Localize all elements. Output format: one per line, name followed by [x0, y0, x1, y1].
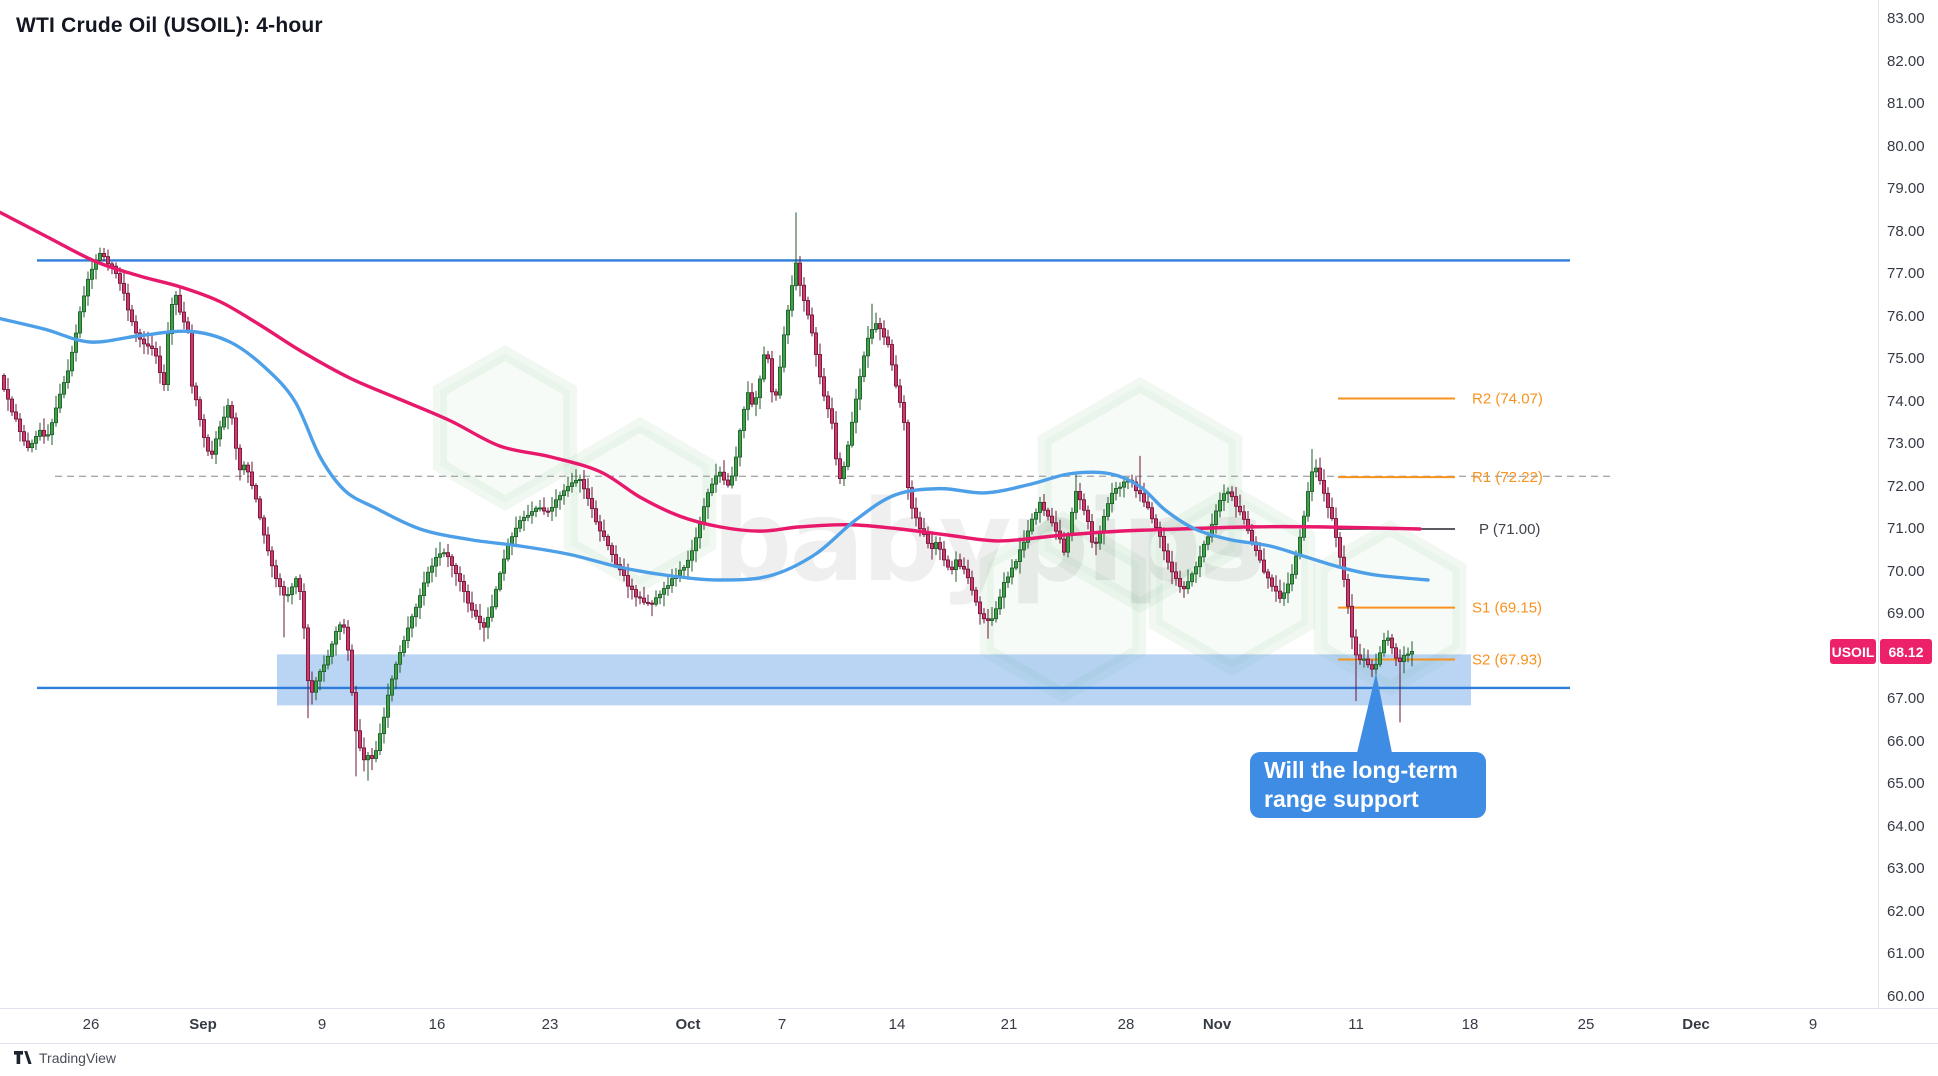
price-tick-label: 82.00 [1887, 52, 1925, 70]
price-tick-label: 83.00 [1887, 10, 1925, 27]
tradingview-label: TradingView [39, 1050, 117, 1066]
pivot-label-p: P (71.00) [1479, 521, 1540, 538]
price-tick-label: 63.00 [1887, 860, 1925, 877]
pivot-label-s1: S1 (69.15) [1472, 600, 1542, 617]
last-price-symbol-tag: USOIL [1830, 639, 1876, 664]
price-tick-label: 64.00 [1887, 817, 1925, 835]
time-tick-label: 14 [888, 1016, 906, 1033]
time-tick-label: Sep [189, 1016, 217, 1033]
price-tick-label: 62.00 [1887, 902, 1925, 920]
price-tick-label: 67.00 [1887, 690, 1925, 707]
price-tick-label: 79.00 [1887, 180, 1925, 197]
price-tick-label: 71.00 [1887, 520, 1925, 537]
time-tick-label: 7 [777, 1016, 787, 1033]
callout-line2: range support hold? [1264, 786, 1419, 841]
price-tick-label: 81.00 [1887, 95, 1925, 112]
support-zone-band[interactable] [277, 654, 1471, 706]
ma-pink-line[interactable] [0, 210, 1422, 543]
time-axis[interactable]: 26 Sep 9 16 23 Oct 7 14 21 28 Nov 11 18 25 Dec 9 [0, 1008, 1938, 1044]
time-tick-label: Nov [1202, 1016, 1232, 1033]
ma-blue-line[interactable] [0, 316, 1430, 582]
time-tick-label: 11 [1348, 1016, 1364, 1033]
price-tick-label: 76.00 [1887, 307, 1925, 325]
price-axis[interactable]: 83.00 82.00 81.00 80.00 79.00 78.00 77.00 76.00… [1878, 0, 1938, 1042]
time-tick-label: 26 [82, 1016, 100, 1033]
last-price-value-tag: 68.12 [1880, 639, 1932, 664]
time-tick-label: Oct [675, 1016, 701, 1033]
time-tick-label: Dec [1682, 1016, 1710, 1033]
price-tick-label: 70.00 [1887, 562, 1925, 580]
callout-arrow[interactable] [1357, 673, 1392, 753]
price-tick-label: 61.00 [1887, 945, 1925, 962]
pivot-label-r1: R1 (72.22) [1472, 469, 1543, 486]
tradingview-logo-icon [14, 1051, 32, 1064]
price-tick-label: 72.00 [1887, 477, 1925, 495]
price-tick-label: 74.00 [1887, 392, 1925, 410]
price-tick-label: 60.00 [1887, 987, 1925, 1005]
price-tick-label: 78.00 [1887, 222, 1925, 240]
time-tick-label: 16 [428, 1016, 446, 1033]
chart-title: WTI Crude Oil (USOIL): 4-hour [16, 14, 323, 37]
price-tick-label: 66.00 [1887, 732, 1925, 750]
time-tick-label: 18 [1461, 1016, 1479, 1033]
time-tick-label: 25 [1577, 1016, 1595, 1033]
time-tick-label: 9 [317, 1016, 327, 1033]
tradingview-attribution[interactable]: TradingView [14, 1050, 116, 1066]
pivot-label-s2: S2 (67.93) [1472, 651, 1542, 668]
callout-line1: Will the long-term [1264, 757, 1459, 783]
price-tick-label: 69.00 [1887, 605, 1925, 622]
price-tick-label: 73.00 [1887, 435, 1925, 452]
price-tick-label: 75.00 [1887, 350, 1925, 367]
time-tick-label: 28 [1117, 1016, 1135, 1033]
babypips-watermark: babypips [433, 344, 1467, 704]
time-tick-label: 9 [1808, 1016, 1818, 1033]
callout-annotation[interactable]: Will the long-term range support hold? [1250, 752, 1486, 841]
price-tick-label: 80.00 [1887, 137, 1925, 155]
pivot-label-r2: R2 (74.07) [1472, 391, 1543, 408]
price-tick-label: 77.00 [1887, 265, 1925, 282]
price-tick-label: 65.00 [1887, 775, 1925, 792]
time-tick-label: 21 [1000, 1016, 1018, 1033]
time-tick-label: 23 [541, 1016, 559, 1033]
